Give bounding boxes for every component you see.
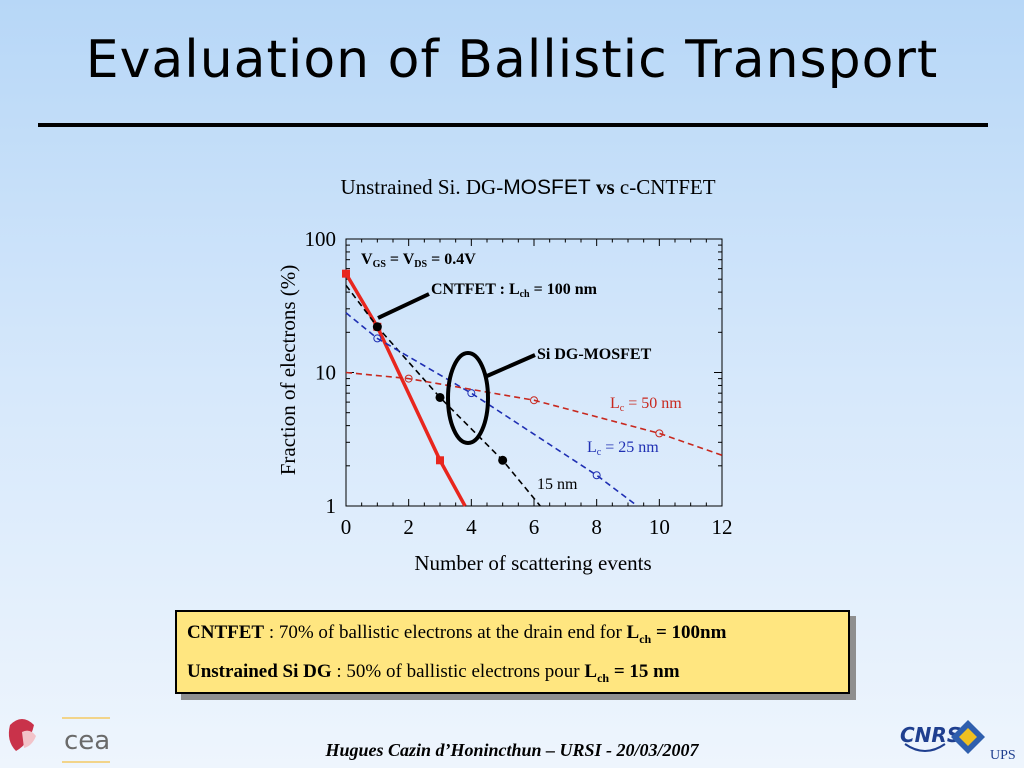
bias-mid: = V [386, 251, 415, 268]
subtitle-part-1: Unstrained Si. DG- [340, 175, 504, 199]
svg-text:CNRS: CNRS [900, 723, 961, 747]
x-axis-label: Number of scattering events [414, 551, 651, 575]
chart-axes [345, 238, 723, 507]
note-cntfet-label: CNTFET [187, 622, 265, 643]
conclusion-box: CNTFET : 70% of ballistic electrons at t… [175, 610, 850, 694]
mosfet-highlight-ellipse [446, 351, 490, 445]
series-marker-square [342, 269, 350, 278]
note-cntfet-value: Lch = 100nm [626, 622, 727, 646]
bias-annotation: VGS = VDS = 0.4V [361, 251, 476, 270]
cnrs-logo: CNRS [900, 723, 961, 752]
note-sidg-text: : 50% of ballistic electrons pour [331, 661, 585, 682]
x-tick-label: 10 [649, 515, 670, 539]
cntfet-tail: = 100 nm [530, 281, 598, 298]
series-line-1 [345, 284, 541, 507]
lc50-sub: c [620, 403, 625, 414]
note-line-si-dg: Unstrained Si DG : 50% of ballistic elec… [187, 661, 680, 686]
x-tick-label: 0 [341, 515, 352, 539]
series-marker-dot [372, 322, 382, 332]
y-tick-label: 1 [326, 494, 337, 518]
series-marker-circle [592, 471, 601, 480]
series-marker-square [436, 456, 444, 465]
note-line-cntfet: CNTFET : 70% of ballistic electrons at t… [187, 622, 726, 647]
ups-logo-text: UPS [990, 748, 1016, 763]
series-marker-circle [530, 396, 538, 405]
series-marker-circle [655, 429, 664, 438]
note-cntfet-text: : 70% of ballistic electrons at the drai… [264, 622, 627, 643]
note-cntfet-sub: ch [639, 631, 652, 646]
series-marker-dot [498, 455, 508, 465]
lc25-annotation: Lc = 25 nm [587, 439, 659, 458]
x-tick-label: 2 [403, 515, 414, 539]
bias-v: V [361, 251, 373, 268]
bias-ds: DS [414, 259, 427, 270]
lc50-l: L [610, 395, 620, 412]
slide-subtitle: Unstrained Si. DG-MOSFET vs c-CNTFET [0, 175, 1024, 200]
lc25-tail: = 25 nm [601, 439, 659, 456]
bias-tail: = 0.4V [427, 251, 476, 268]
note-sidg-sub: ch [597, 670, 610, 685]
mosfet-annotation: Si DG-MOSFET [537, 346, 652, 363]
slide-title: Evaluation of Ballistic Transport [85, 30, 939, 90]
x-tick-label: 8 [591, 515, 602, 539]
footer-credit: Hugues Cazin d’Honincthun – URSI - 20/03… [325, 740, 699, 760]
subtitle-part-2: MOSFET [503, 176, 591, 199]
plot-frame [345, 238, 723, 507]
note-cntfet-l: L [626, 622, 640, 643]
series-marker-circle [404, 374, 413, 383]
cea-logo-lines [62, 717, 110, 763]
mosfet-pointer [486, 353, 536, 378]
bias-gs: GS [373, 259, 387, 270]
lc50-annotation: Lc = 50 nm [610, 395, 682, 414]
series-marker-dot [435, 392, 445, 402]
y-tick-label: 10 [315, 361, 336, 385]
series-line-3 [345, 371, 723, 456]
chart-series [342, 269, 723, 507]
ups-logo-emblem [951, 720, 985, 754]
x-tick-label: 4 [466, 515, 477, 539]
subtitle-part-4: c-CNTFET [619, 175, 716, 199]
y-axis-label: Fraction of electrons (%) [276, 265, 300, 476]
subtitle-part-3: vs [590, 175, 620, 199]
cntfet-label: CNTFET : L [431, 281, 520, 298]
chart-ticks: 0 2 4 6 8 10 12 1 10 100 [305, 227, 733, 539]
y-tick-label: 100 [305, 227, 337, 251]
series-line-0 [344, 272, 467, 507]
cntfet-pointer [377, 292, 430, 320]
title-divider [38, 123, 988, 127]
series-marker-circle [467, 389, 476, 398]
note-sidg-value: Lch = 15 nm [584, 661, 680, 685]
note-sidg-label: Unstrained Si DG [187, 661, 332, 682]
note-sidg-l: L [584, 661, 598, 682]
cntfet-sub: ch [520, 289, 530, 300]
cntfet-annotation: CNTFET : Lch = 100 nm [431, 281, 598, 300]
university-logo [8, 719, 36, 751]
x-tick-label: 12 [712, 515, 733, 539]
l15-annotation: 15 nm [537, 476, 578, 493]
lc25-sub: c [597, 447, 602, 458]
lc25-l: L [587, 439, 597, 456]
note-sidg-tail: = 15 nm [609, 661, 680, 682]
series-marker-circle [373, 334, 382, 343]
note-cntfet-tail: = 100nm [651, 622, 727, 643]
x-tick-label: 6 [529, 515, 540, 539]
cea-logo: cea [64, 726, 111, 756]
lc50-tail: = 50 nm [624, 395, 682, 412]
